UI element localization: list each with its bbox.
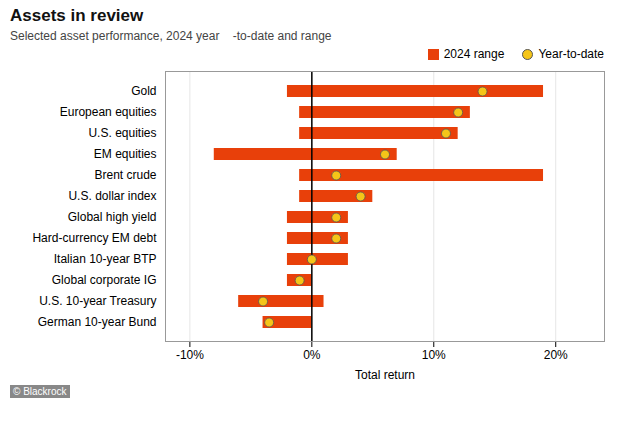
svg-text:Brent crude: Brent crude [94,168,156,182]
svg-text:Gold: Gold [131,84,156,98]
svg-text:Global corporate IG: Global corporate IG [52,273,157,287]
svg-text:-10%: -10% [176,348,204,362]
svg-text:Italian 10-year BTP: Italian 10-year BTP [54,252,157,266]
html-text:2024 range: 2024 range [443,47,505,61]
svg-text:Hard-currency EM debt: Hard-currency EM debt [32,231,157,245]
svg-text:Global high yield: Global high yield [68,210,157,224]
svg-text:U.S. dollar index: U.S. dollar index [68,189,156,203]
html-text:Year-to-date: Year-to-date [538,47,604,61]
svg-text:Total return: Total return [355,368,415,382]
svg-text:10%: 10% [422,348,446,362]
svg-text:0%: 0% [303,348,321,362]
svg-text:European equities: European equities [60,105,157,119]
svg-text:U.S. 10-year Treasury: U.S. 10-year Treasury [39,294,156,308]
svg-text:EM equities: EM equities [94,147,157,161]
html-text:Assets in review: Assets in review [10,6,144,25]
html-text:© Blackrock: © Blackrock [13,386,67,397]
html-text:Selected asset performance, 20: Selected asset performance, 2024 year -t… [10,29,332,43]
svg-text:20%: 20% [544,348,568,362]
svg-text:German 10-year Bund: German 10-year Bund [38,315,157,329]
svg-text:U.S. equities: U.S. equities [88,126,156,140]
